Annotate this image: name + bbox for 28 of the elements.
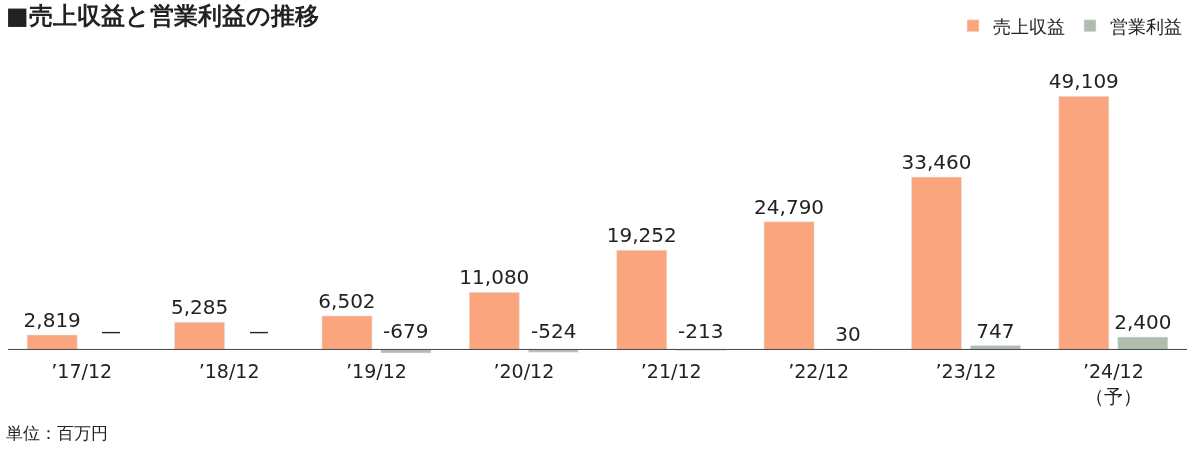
data-label: 6,502 <box>318 288 376 313</box>
data-label: 49,109 <box>1048 69 1119 94</box>
data-label: 2,819 <box>23 307 81 332</box>
data-label: 19,252 <box>606 223 677 248</box>
x-tick-label: ’22/12 <box>788 360 849 382</box>
data-label: 2,400 <box>1114 310 1172 335</box>
data-label: -679 <box>383 319 429 343</box>
text: — <box>249 319 269 343</box>
data-label: 30 <box>835 322 861 347</box>
data-label: -213 <box>678 319 724 343</box>
x-tick-label: ’21/12 <box>640 360 702 382</box>
x-tick-label: ’20/12 <box>493 360 555 382</box>
x-tick-label: ’19/12 <box>346 360 407 382</box>
data-label: 24,790 <box>754 194 825 219</box>
chart-title: ■売上収益と営業利益の推移 <box>5 1 319 30</box>
x-tick-label: ’17/12 <box>51 360 113 382</box>
data-label: 5,285 <box>170 295 229 320</box>
legend-label: 営業利益 <box>1110 15 1182 37</box>
data-label: -524 <box>531 319 577 343</box>
x-tick-label: ’24/12 （予） <box>1082 360 1144 407</box>
legend-label: 売上収益 <box>993 15 1065 37</box>
data-label: 11,080 <box>459 265 530 290</box>
text: — <box>101 319 121 343</box>
x-tick-label: ’23/12 <box>935 360 997 382</box>
x-tick-label: ’18/12 <box>198 360 260 382</box>
data-label: 747 <box>976 318 1015 343</box>
data-label: 33,460 <box>901 150 972 175</box>
text: 単位：百万円 <box>6 423 108 443</box>
